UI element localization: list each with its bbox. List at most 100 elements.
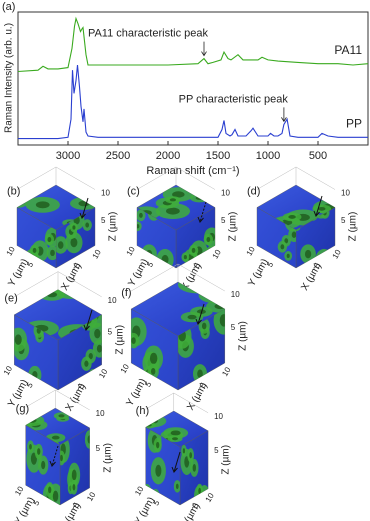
texture-blob [317,206,326,211]
texture-blob [88,353,93,360]
z-tick-label: 10 [214,412,223,421]
texture-blob [206,237,211,243]
texture-blob [25,414,45,427]
x-tick-label: 5 [192,261,202,270]
series-line [17,16,369,73]
texture-blob [24,254,28,260]
z-axis-label: Z (µm) [102,443,113,473]
texture-blob [145,421,157,429]
x-tick-label: 5 [72,261,82,270]
z-tick-label: 10 [101,189,110,198]
x-tick-label: 10 [97,367,110,380]
texture-blob [29,443,32,450]
texture-blob [189,452,193,459]
texture-blob [288,215,296,219]
texture-blob [169,198,177,202]
texture-blob [85,222,90,228]
texture-blob [187,314,197,320]
x-axis-label: X (µm) [299,261,324,293]
texture-blob [280,244,285,250]
panel-label: (d) [247,185,260,197]
texture-blob [84,360,89,367]
texture-blob [208,292,223,299]
z-axis-label: Z (µm) [108,212,119,242]
texture-blob [71,469,77,481]
texture-blob [68,289,90,299]
z-tick-label: 10 [96,409,105,418]
texture-blob [14,334,22,345]
z-tick-label: 5 [96,444,101,453]
y-tick-label: 10 [119,362,132,375]
arrowhead [49,460,56,467]
z-tick-label: 5 [101,216,106,225]
texture-blob [150,367,156,375]
texture-blob [87,260,95,268]
texture-blob [17,199,28,208]
y-axis-label: Y (µm) [246,257,271,289]
texture-blob [161,254,169,265]
texture-blob [58,414,65,418]
y-tick-label: 10 [125,245,138,258]
x-tick-label: 5 [312,261,322,270]
texture-blob [284,238,289,244]
texture-blob [291,231,296,238]
panel-label: (g) [16,403,29,415]
series-label: PA11 [334,43,362,57]
texture-blob [170,430,181,436]
texture-blob [57,241,64,249]
x-tick-label: 2000 [156,150,180,162]
texture-blob [304,249,312,259]
z-tick-label: 5 [231,323,236,332]
panel-label: (c) [127,185,140,197]
arrowhead [79,212,86,219]
texture-blob [35,201,50,209]
texture-blob [201,322,207,330]
arrow [197,303,205,325]
z-axis-label: Z (µm) [237,321,248,351]
x-tick-label: 10 [91,248,104,261]
y-tick-label: 10 [5,245,18,258]
texture-blob [172,437,179,441]
y-tick-label: 5 [265,260,275,269]
annotation-arrowhead [201,51,207,57]
series-label: PP [346,116,362,130]
texture-blob [198,287,225,304]
z-tick-label: 5 [108,327,113,336]
texture-blob [175,483,179,490]
texture-blob [47,237,52,243]
texture-blob [91,372,95,378]
texture-blob [41,460,46,470]
texture-blob [183,254,187,260]
x-tick-label: 3000 [56,150,80,162]
x-axis-label: Raman shift (cm⁻¹) [146,165,239,177]
panel-label: (a) [2,1,15,13]
arrowhead [197,216,204,223]
texture-blob [88,368,98,381]
z-axis-label: Z (µm) [221,445,232,475]
texture-blob [202,282,219,287]
texture-blob [139,212,143,218]
y-axis-label: Y (µm) [6,257,31,289]
texture-blob [219,314,225,327]
x-axis-label: X (µm) [64,382,89,414]
x-tick-label: 500 [309,150,327,162]
texture-blob [203,414,209,419]
y-tick-label: 5 [151,498,161,507]
texture-blob [198,487,202,495]
texture-blob [197,369,203,379]
z-tick-label: 5 [341,216,346,225]
y-tick-label: 5 [145,260,155,269]
y-tick-label: 10 [13,484,26,497]
x-tick-label: 5 [76,382,86,391]
z-axis-label: Z (µm) [114,325,125,355]
y-tick-label: 5 [25,381,35,390]
z-axis-label: Z (µm) [228,212,239,242]
texture-blob [72,484,76,491]
texture-blob [87,435,90,444]
annotation: PA11 characteristic peak [88,27,209,39]
y-axis-label: Y (µm) [133,495,158,521]
y-tick-label: 5 [25,260,35,269]
arrowhead [195,318,202,325]
z-tick-label: 10 [221,189,230,198]
texture-blob [155,464,162,477]
